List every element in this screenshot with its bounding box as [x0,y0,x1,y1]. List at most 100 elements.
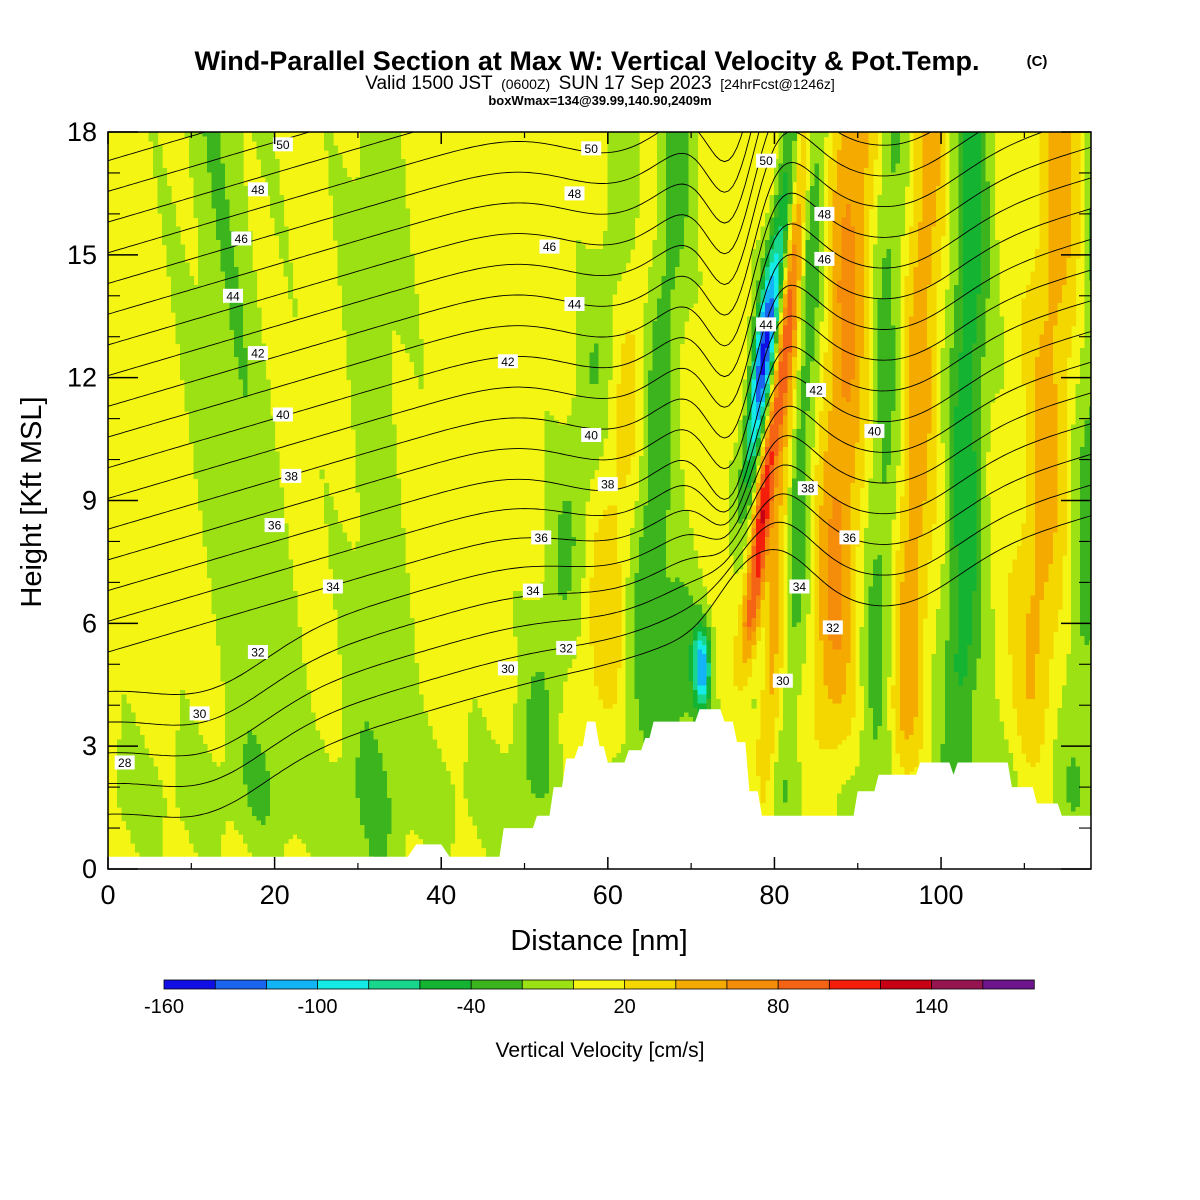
theta-contour-label-text: 42 [251,347,265,361]
theta-contour-label: 46 [540,240,560,255]
theta-contour-label-text: 50 [759,154,773,168]
theta-contour-label-text: 50 [276,138,290,152]
colorbar-swatch [471,980,522,989]
theta-contour-line [108,0,1091,38]
colorbar-swatch [522,980,574,989]
forecast-info: [24hrFcst@1246z] [720,76,835,92]
theta-contour-label-text: 40 [868,424,882,438]
theta-contour-label: 30 [773,674,793,689]
theta-contour-label-text: 48 [251,183,265,197]
x-tick-label: 20 [260,880,290,910]
x-tick-label: 80 [759,880,789,910]
colorbar-swatch [676,980,728,989]
theta-contour-label: 32 [248,645,268,660]
theta-contour-label-text: 40 [276,408,290,422]
valid-utc: (0600Z) [501,76,550,92]
theta-contour-label-text: 34 [326,580,340,594]
theta-contour-label: 42 [806,383,826,398]
theta-contour-label-text: 36 [535,531,549,545]
theta-contour-label-text: 34 [526,584,540,598]
theta-contour-label-text: 30 [193,707,207,721]
theta-contour-label-text: 42 [501,355,515,369]
colorbar: -160 -100 -40 20 80 140 [144,980,1034,1018]
theta-contour-label-text: 46 [235,232,249,246]
x-tick-label: 100 [919,880,964,910]
theta-contour-label: 34 [523,584,543,599]
x-axis-label: Distance [nm] [510,925,687,957]
x-tick-label: 40 [426,880,456,910]
valid-time: Valid 1500 JST [365,73,493,94]
theta-contour-label: 28 [115,756,135,771]
theta-contour-label-text: 40 [585,429,599,443]
colorbar-swatch [625,980,677,989]
theta-contour-label: 46 [231,232,251,247]
theta-contour-label: 34 [323,580,343,595]
theta-contour-label: 40 [273,408,293,423]
theta-contour-label: 46 [814,252,834,267]
theta-contour-label-text: 44 [568,298,582,312]
figure: Wind-Parallel Section at Max W: Vertical… [0,0,1200,1200]
theta-contour-label: 50 [581,141,601,156]
colorbar-tick-label: -100 [297,996,337,1018]
theta-contour-label-text: 30 [501,662,515,676]
theta-contour-label: 48 [248,182,268,197]
theta-contour-label: 44 [756,317,776,332]
theta-contour-label: 48 [814,207,834,222]
theta-contour-label-text: 36 [843,531,857,545]
theta-contour-label-text: 48 [818,207,832,221]
theta-contour-label-text: 28 [118,756,132,770]
theta-contour-label-text: 46 [543,240,557,254]
theta-contour-label: 38 [598,477,618,492]
theta-contour-label-text: 44 [226,289,240,303]
theta-contour-label-text: 38 [601,478,615,492]
colorbar-tick-label: 20 [613,996,635,1018]
colorbar-swatch [727,980,779,989]
chart-title: Wind-Parallel Section at Max W: Vertical… [195,46,980,76]
theta-contour-label: 30 [190,706,210,721]
colorbar-tick-label: -40 [457,996,486,1018]
colorbar-swatch [215,980,267,989]
theta-contour-label: 44 [565,297,585,312]
theta-contour-label-text: 32 [826,621,840,635]
colorbar-label: Vertical Velocity [cm/s] [496,1039,705,1062]
colorbar-swatch [420,980,472,989]
theta-contour-label: 40 [864,424,884,439]
colorbar-swatch [881,980,933,989]
theta-contour-label: 48 [565,186,585,201]
theta-contour-label-text: 42 [809,384,823,398]
theta-contour-label: 50 [273,137,293,152]
theta-contour-label-text: 34 [793,580,807,594]
theta-contour-label-text: 30 [776,674,790,688]
y-tick-label: 3 [82,731,97,761]
theta-contour-label: 32 [556,641,576,656]
theta-contour-label: 36 [839,530,859,545]
theta-contour-label-text: 48 [568,187,582,201]
theta-contour-label: 38 [281,469,301,484]
theta-contour-label: 50 [756,154,776,169]
theta-contour-line [108,0,1091,7]
colorbar-swatch [983,980,1035,989]
theta-contour-label: 44 [223,289,243,304]
theta-contour-label-text: 32 [251,646,265,660]
theta-contour-label-text: 38 [285,469,299,483]
theta-contour-label-text: 50 [585,142,599,156]
y-tick-label: 12 [67,363,97,393]
theta-contour-label: 40 [581,428,601,443]
theta-contour-label: 34 [789,580,809,595]
theta-contour-label-text: 46 [818,252,832,266]
theta-contour-label: 36 [531,530,551,545]
plot-area: 28 30 32 34 36 38 40 42 44 46 48 50 50 48 46 44 42 40 38 36… [108,0,1094,871]
box-wmax-line: boxWmax=134@39.99,140.90,2409m [488,93,711,108]
y-axis-label: Height [Kft MSL] [16,396,48,607]
theta-contour-label: 36 [265,518,285,533]
theta-contour-label-text: 44 [759,318,773,332]
y-tick-label: 6 [82,608,97,638]
colorbar-swatch [573,980,625,989]
theta-contour-label: 38 [798,481,818,496]
x-tick-label: 0 [100,880,115,910]
x-tick-label: 60 [593,880,623,910]
colorbar-swatch [164,980,216,989]
theta-contour-label: 30 [498,661,518,676]
theta-contour-label: 42 [248,346,268,361]
colorbar-tick-label: 80 [767,996,789,1018]
